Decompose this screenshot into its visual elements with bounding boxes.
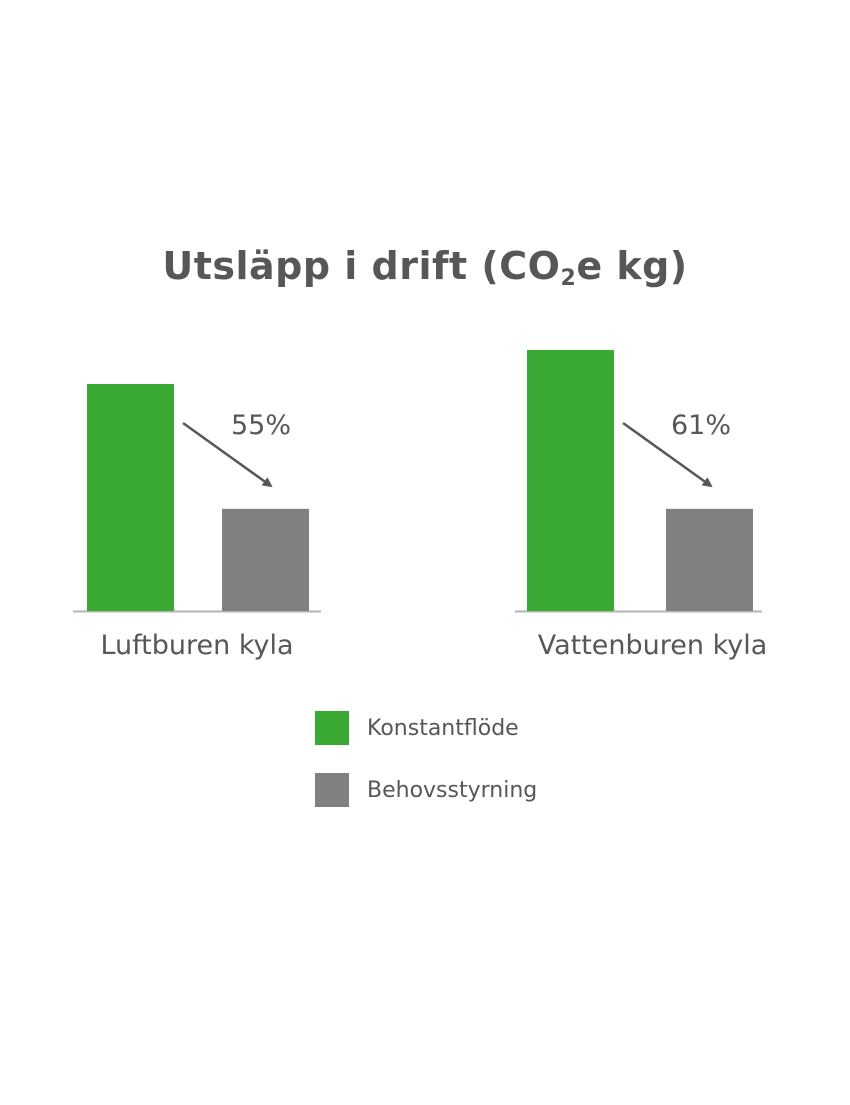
bar-behovsstyrning: [666, 508, 753, 611]
legend-item-behovsstyrning: Behovsstyrning: [315, 773, 537, 807]
legend-item-konstantflode: Konstantflöde: [315, 711, 519, 745]
bar-behovsstyrning: [222, 508, 309, 611]
category-label: Luftburen kyla: [100, 630, 293, 661]
legend-swatch-gray: [315, 773, 349, 807]
legend-label: Konstantflöde: [367, 715, 519, 741]
chart-title: Utsläpp i drift (CO2e kg): [0, 244, 850, 291]
reduction-arrow: [182, 421, 273, 488]
bar-konstantflode: [87, 384, 174, 611]
bar-konstantflode: [527, 349, 614, 611]
reduction-label: 61%: [671, 410, 731, 441]
legend-label: Behovsstyrning: [367, 777, 538, 803]
legend-swatch-green: [315, 711, 349, 745]
title-main: Utsläpp i drift (CO: [162, 244, 561, 288]
category-label: Vattenburen kyla: [538, 630, 768, 661]
reduction-label: 55%: [231, 410, 291, 441]
title-rest: e kg): [576, 244, 688, 288]
title-subscript: 2: [560, 266, 577, 291]
reduction-arrow: [622, 421, 713, 488]
